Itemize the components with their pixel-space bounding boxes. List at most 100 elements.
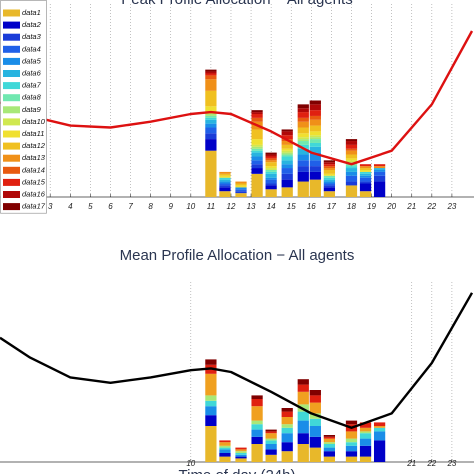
x-tick-label: 17 <box>327 202 336 211</box>
bar-segment <box>281 160 293 165</box>
bar-segment <box>323 160 336 163</box>
bar-segment <box>205 127 217 134</box>
bar-segment <box>281 442 293 452</box>
bar-segment <box>323 435 336 437</box>
bar-segment <box>235 454 247 457</box>
bar-segment <box>309 146 321 153</box>
bar-segment <box>235 453 247 455</box>
x-tick-label: 21 <box>406 202 416 211</box>
bar-segment <box>359 431 372 434</box>
bar-segment <box>323 451 336 457</box>
bar-segment <box>323 168 336 170</box>
legend-label: data1 <box>22 8 41 17</box>
bar-segment <box>323 436 336 439</box>
bar-segment <box>265 444 277 450</box>
legend-swatch <box>3 94 20 102</box>
bar-segment <box>219 453 231 457</box>
x-axis-label: Time of day (24h) <box>179 467 296 474</box>
bar-segment <box>281 152 293 155</box>
bar-segment <box>309 436 321 448</box>
bar-segment <box>309 139 321 143</box>
legend-label: data7 <box>22 81 42 90</box>
bar-segment <box>265 152 277 155</box>
bar-segment <box>359 433 372 439</box>
bar-segment <box>281 129 293 132</box>
bar-segment <box>251 429 263 437</box>
legend-label: data3 <box>22 32 42 41</box>
bar-segment <box>205 426 217 462</box>
bar-segment <box>265 171 277 174</box>
bar-segment <box>205 79 217 91</box>
bar-segment <box>309 104 321 111</box>
bar-segment <box>281 150 293 153</box>
bar-segment <box>281 408 293 412</box>
bar-segment <box>323 166 336 169</box>
legend-label: data11 <box>22 129 44 138</box>
bar-segment <box>219 177 231 180</box>
bar-segment <box>205 373 217 396</box>
bar-segment <box>297 420 309 434</box>
bar-segment <box>373 181 386 197</box>
bar-segment <box>345 148 358 151</box>
bar-segment <box>251 117 263 122</box>
x-tick-label: 11 <box>207 202 215 211</box>
bar-segment <box>359 164 372 167</box>
bar-segment <box>323 191 336 197</box>
legend-swatch <box>3 33 20 41</box>
bar-segment <box>373 426 386 428</box>
bar-segment <box>219 191 231 197</box>
x-tick-label: 6 <box>108 202 113 211</box>
x-tick-label: 10 <box>186 459 195 468</box>
bar-segment <box>205 139 217 151</box>
x-tick-label: 3 <box>48 202 53 211</box>
bar-segment <box>309 402 321 414</box>
bar-segment <box>309 135 321 138</box>
bar-segment <box>235 189 247 192</box>
bar-segment <box>297 141 309 145</box>
bar-segment <box>359 422 372 428</box>
bar-segment <box>251 146 263 149</box>
x-tick-label: 14 <box>267 202 276 211</box>
bar-segment <box>265 185 277 190</box>
legend-label: data13 <box>22 153 46 162</box>
bar-segment <box>265 162 277 167</box>
bar-segment <box>373 169 386 172</box>
bar-segment <box>345 175 358 182</box>
bar-segment <box>359 175 372 178</box>
bar-segment <box>251 444 263 462</box>
bar-segment <box>373 166 386 169</box>
legend-swatch <box>3 45 20 53</box>
bar-segment <box>281 424 293 428</box>
bar-segment <box>373 431 386 441</box>
bar-segment <box>219 171 231 174</box>
bar-segment <box>265 169 277 172</box>
bar-segment <box>265 173 277 178</box>
curve <box>0 30 474 166</box>
bar-segment <box>297 137 309 140</box>
legend-swatch <box>3 57 20 65</box>
bar-segment <box>309 447 321 462</box>
bar-segment <box>219 447 231 450</box>
bar-segment <box>235 447 247 450</box>
bar-segment <box>297 171 309 182</box>
legend-swatch <box>3 191 20 198</box>
bar-segment <box>235 187 247 190</box>
bar-segment <box>373 171 386 176</box>
bar-segment <box>281 135 293 140</box>
bar-segment <box>205 73 217 76</box>
bar-segment <box>205 75 217 80</box>
bar-segment <box>219 173 231 176</box>
chart-title: Peak Profile Allocation − All agents <box>121 0 352 8</box>
bar-segment <box>281 168 293 174</box>
panel: 10 21 22 23 Mean Profile Allocation − All ag… <box>0 247 474 474</box>
bar-segment <box>251 436 263 444</box>
bar-segment <box>251 399 263 407</box>
bar-segment <box>359 427 372 432</box>
bar-segment <box>205 115 217 118</box>
bar-segment <box>219 181 231 184</box>
bar-segment <box>309 119 321 126</box>
bar-segment <box>373 422 386 426</box>
bar-segment <box>297 181 309 197</box>
bar-segment <box>205 400 217 407</box>
bar-segment <box>297 148 309 155</box>
